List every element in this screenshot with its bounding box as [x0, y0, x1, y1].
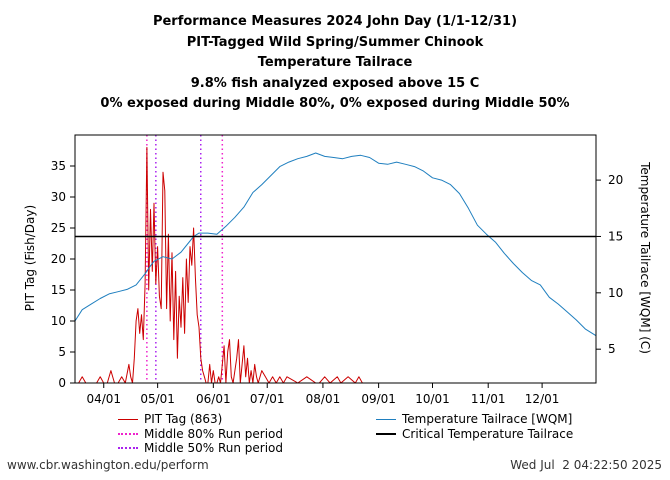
legend-item-temperature: Temperature Tailrace [WQM] — [376, 412, 572, 426]
y-axis-left-label: PIT Tag (Fish/Day) — [23, 205, 37, 311]
title-line-1: Performance Measures 2024 John Day (1/1-… — [152, 14, 518, 29]
y-left-tick-label: 30 — [51, 190, 66, 204]
y-right-tick-label: 10 — [608, 286, 623, 300]
legend-item-middle-50: Middle 50% Run period — [118, 441, 283, 455]
title-line-2: PIT-Tagged Wild Spring/Summer Chinook — [186, 34, 484, 50]
y-left-tick-label: 10 — [51, 314, 66, 328]
x-tick-label: 05/01 — [140, 392, 175, 406]
y-axis-right-label: Temperature Tailrace [WQM] (C) — [638, 161, 652, 354]
x-tick-label: 11/01 — [471, 392, 506, 406]
legend-label-middle-80: Middle 80% Run period — [144, 427, 283, 441]
legend-label-middle-50: Middle 50% Run period — [144, 441, 283, 455]
x-tick-label: 12/01 — [525, 392, 560, 406]
y-left-tick-label: 15 — [51, 283, 66, 297]
title-line-4: 9.8% fish analyzed exposed above 15 C — [190, 75, 480, 91]
footer-timestamp: Wed Jul 2 04:22:50 2025 — [510, 458, 662, 472]
title-line-3: Temperature Tailrace — [257, 55, 413, 70]
legend-item-pit-tag: PIT Tag (863) — [118, 412, 222, 426]
chart-title: Performance Measures 2024 John Day (1/1-… — [0, 12, 670, 115]
y-left-tick-label: 0 — [58, 376, 66, 390]
legend-label-critical-temperature: Critical Temperature Tailrace — [402, 427, 574, 441]
plot-frame — [74, 134, 597, 384]
legend-swatch-critical-temperature — [376, 433, 396, 435]
footer-source: www.cbr.washington.edu/perform — [7, 458, 209, 472]
legend-label-temperature: Temperature Tailrace [WQM] — [402, 412, 573, 426]
legend-item-middle-80: Middle 80% Run period — [118, 427, 283, 441]
y-right-tick-label: 15 — [608, 229, 623, 243]
title-line-5: 0% exposed during Middle 80%, 0% exposed… — [100, 96, 570, 111]
legend-item-critical-temperature: Critical Temperature Tailrace — [376, 427, 573, 441]
legend-swatch-middle-50 — [118, 447, 138, 449]
x-tick-label: 04/01 — [86, 392, 121, 406]
legend-swatch-middle-80 — [118, 433, 138, 435]
x-tick-label: 09/01 — [361, 392, 396, 406]
y-left-tick-label: 20 — [51, 252, 66, 266]
y-left-tick-label: 25 — [51, 221, 66, 235]
legend-swatch-temperature — [376, 418, 396, 420]
x-tick-label: 07/01 — [250, 392, 285, 406]
y-right-tick-label: 5 — [608, 342, 616, 356]
y-left-tick-label: 5 — [58, 345, 66, 359]
y-right-tick-label: 20 — [608, 173, 623, 187]
x-tick-label: 10/01 — [415, 392, 450, 406]
legend-swatch-pit-tag — [118, 418, 138, 420]
legend-label-pit-tag: PIT Tag (863) — [144, 412, 223, 426]
x-tick-label: 08/01 — [306, 392, 341, 406]
x-tick-label: 06/01 — [196, 392, 231, 406]
temperature-series-line — [74, 152, 597, 337]
y-left-tick-label: 35 — [51, 159, 66, 173]
